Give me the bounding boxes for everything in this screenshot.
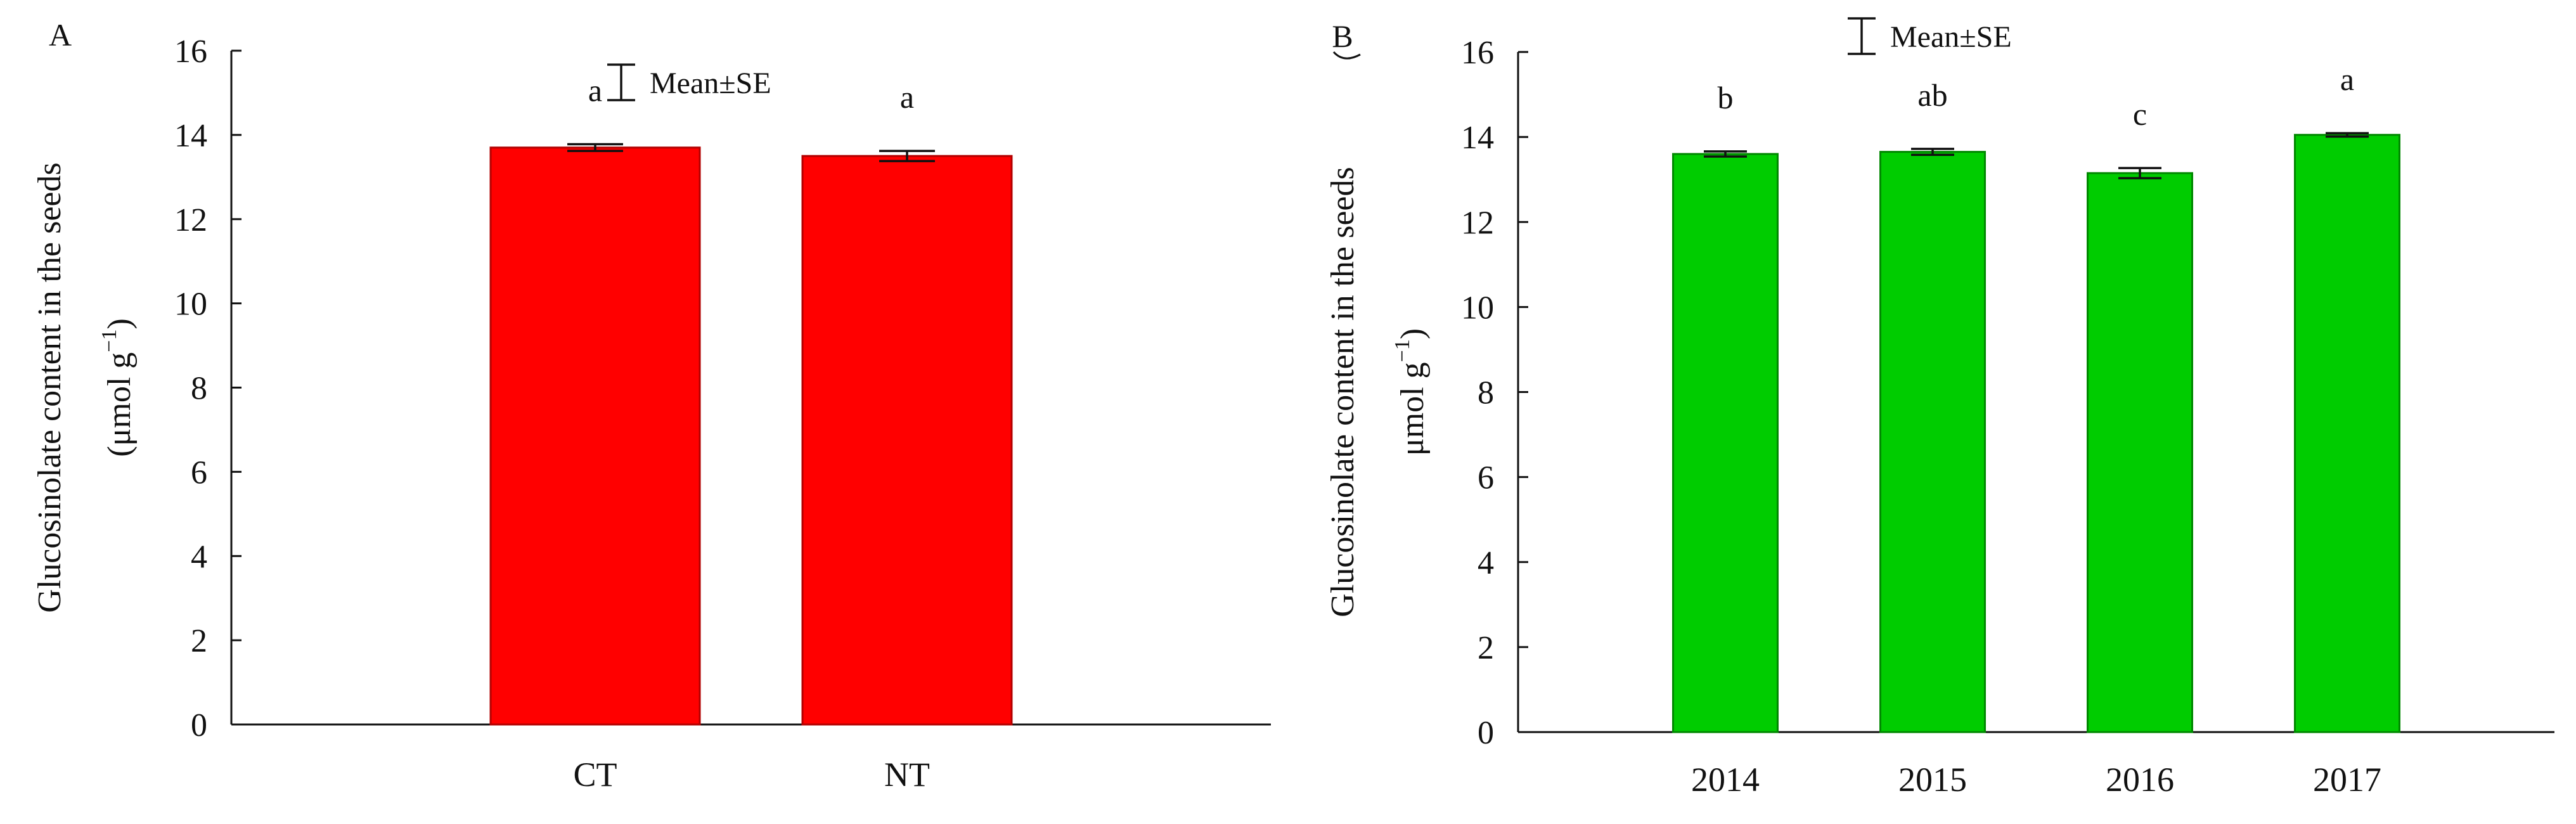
- y-axis-label-line1: Glucosinolate content in the seeds: [1325, 167, 1361, 617]
- y-axis-label-unit: μmol g: [1394, 362, 1431, 456]
- y-tick-label: 2: [191, 623, 207, 659]
- significance-letter: a: [900, 79, 914, 115]
- y-tick-label: 2: [1478, 630, 1494, 666]
- error-bar: [567, 143, 623, 152]
- y-tick-label: 16: [1461, 35, 1494, 71]
- error-bar: [1911, 148, 1954, 157]
- y-tick-label: 10: [174, 286, 207, 323]
- error-bar: [879, 150, 935, 162]
- significance-letter: a: [588, 72, 602, 108]
- bar: [2294, 134, 2400, 733]
- error-bar: [2118, 167, 2161, 179]
- error-bar: [2326, 132, 2369, 138]
- y-tick-label: 0: [191, 707, 207, 744]
- y-tick-label: 12: [1461, 205, 1494, 241]
- bar: [1672, 153, 1779, 733]
- y-axis-label-line2: (μmol g−1): [98, 318, 138, 457]
- panel-label: B: [1332, 18, 1353, 54]
- legend-label: Mean±SE: [650, 67, 771, 100]
- y-tick-label: 16: [174, 34, 207, 70]
- bar: [2087, 172, 2193, 733]
- y-tick-label: 14: [174, 118, 207, 154]
- y-tick-label: 6: [191, 454, 207, 491]
- y-axis-label-unit-exponent: −1: [98, 330, 121, 352]
- legend: Mean±SE: [1848, 17, 2012, 55]
- y-tick-label: 8: [191, 371, 207, 407]
- bar: [489, 146, 701, 726]
- bar: [1879, 151, 1986, 733]
- significance-letter: a: [2340, 61, 2354, 97]
- x-tick-label: 2014: [1691, 761, 1760, 799]
- x-tick-label: 2015: [1898, 761, 1967, 799]
- significance-letter: ab: [1917, 77, 1947, 113]
- y-tick-label: 4: [191, 539, 207, 575]
- panel-b: 0 2 4 6 8 10 12 14 16 b 2014 ab 2015 c 2016 a 2017 B Mean±…: [1325, 17, 2554, 799]
- bar: [801, 155, 1013, 726]
- panel-label: A: [49, 17, 72, 53]
- panel-label-mark: [1332, 51, 1361, 60]
- significance-letter: c: [2133, 96, 2147, 132]
- panel-a: 0 2 4 6 8 10 12 14 16 a CT a NT A Mean±SE Glucosinolate…: [32, 17, 1271, 794]
- y-axis-label-unit: (μmol g: [101, 352, 138, 457]
- y-tick-label: 6: [1478, 460, 1494, 496]
- y-tick-label: 10: [1461, 290, 1494, 326]
- x-tick-label: NT: [884, 756, 930, 794]
- y-tick-label: 12: [174, 202, 207, 238]
- y-axis-label-unit-exponent: −1: [1391, 339, 1414, 362]
- y-axis-label-line2: μmol g−1): [1391, 328, 1431, 456]
- error-bar: [1704, 150, 1747, 158]
- x-tick-label: 2016: [2106, 761, 2174, 799]
- y-tick-label: 14: [1461, 120, 1494, 156]
- y-tick-label: 4: [1478, 545, 1494, 581]
- legend-label: Mean±SE: [1890, 20, 2012, 54]
- legend: Mean±SE: [607, 63, 771, 101]
- significance-letter: b: [1718, 80, 1734, 115]
- x-tick-label: 2017: [2313, 761, 2381, 799]
- y-tick-label: 8: [1478, 375, 1494, 411]
- y-tick-label: 0: [1478, 715, 1494, 751]
- y-axis-label-unit-close: ): [1394, 328, 1431, 339]
- x-tick-label: CT: [573, 756, 617, 794]
- y-axis-label-line1: Glucosinolate content in the seeds: [32, 162, 68, 612]
- y-axis-label-unit-close: ): [101, 318, 138, 329]
